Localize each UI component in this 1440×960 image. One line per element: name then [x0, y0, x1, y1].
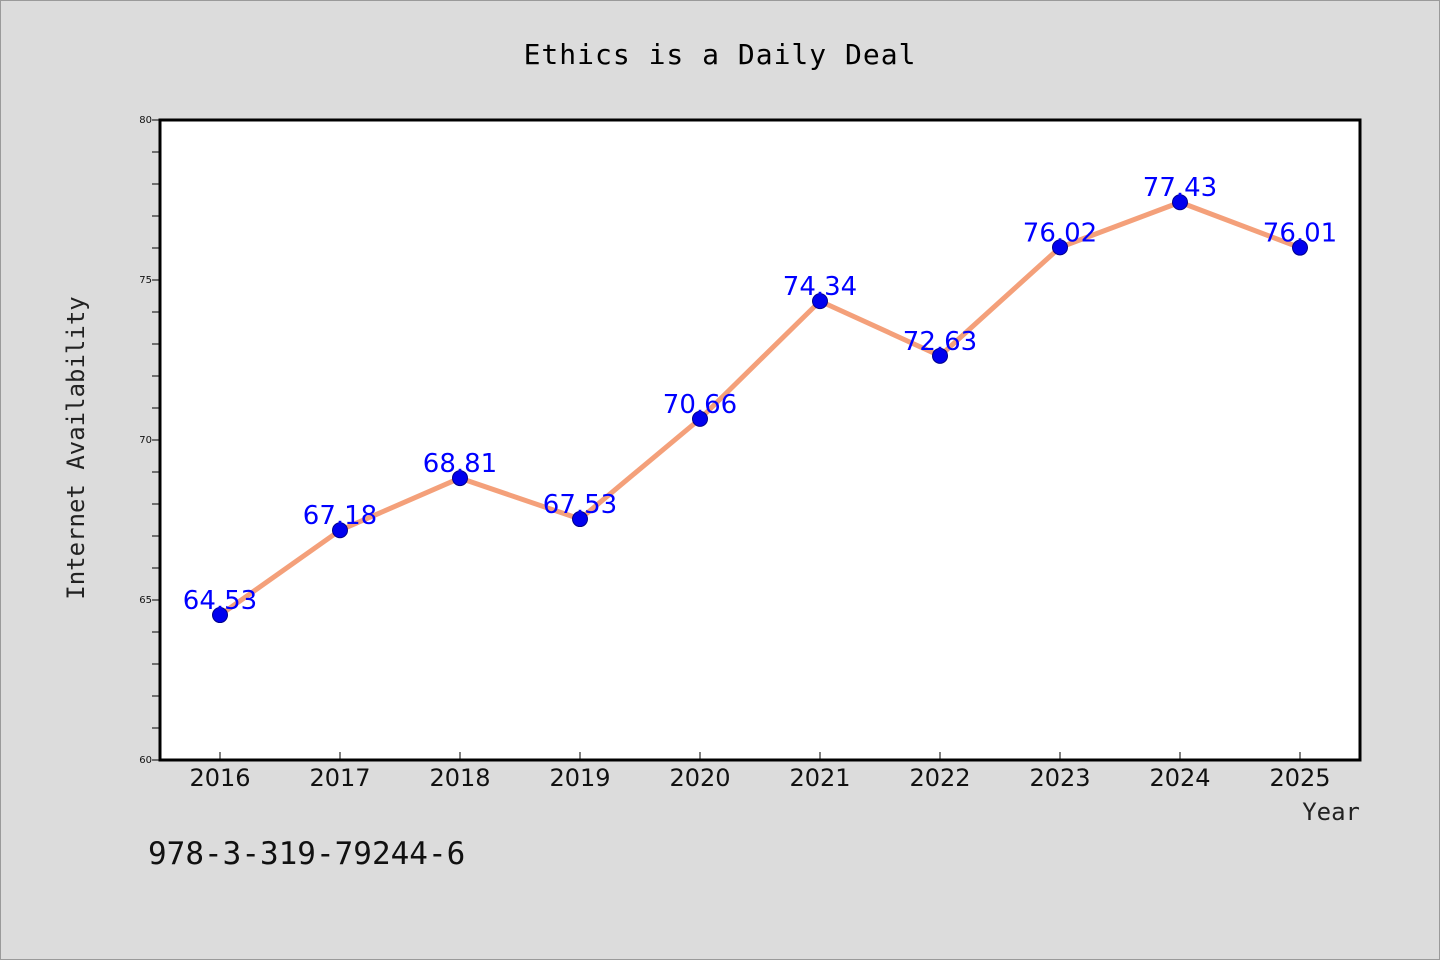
y-tick-label: 70	[139, 435, 152, 446]
x-tick-label: 2016	[189, 764, 250, 792]
data-label: 64.53	[183, 586, 257, 616]
y-tick-label: 65	[139, 595, 152, 606]
x-tick-label: 2020	[669, 764, 730, 792]
data-label: 68.81	[423, 449, 497, 479]
data-label: 70.66	[663, 390, 737, 420]
data-label: 67.53	[543, 490, 617, 520]
data-label: 74.34	[783, 272, 857, 302]
data-point	[212, 607, 228, 624]
series-line	[218, 199, 1301, 618]
data-point	[1292, 239, 1308, 256]
y-tick-label: 75	[139, 275, 152, 286]
x-tick-label: 2023	[1029, 764, 1090, 792]
y-tick-label: 80	[139, 115, 152, 126]
data-point	[452, 470, 468, 487]
plot-area	[158, 118, 1362, 762]
y-axis: 60 65 70 75 80	[139, 115, 160, 766]
x-axis: 2016 2017 2018 2019 2020 2021 2022 2023 2024 2025	[189, 752, 1331, 792]
data-label: 72.63	[903, 327, 977, 357]
x-tick-label: 2025	[1269, 764, 1330, 792]
data-point	[692, 410, 708, 427]
data-labels: 64.53 67.18 68.81 67.53 70.66 74.34 72.63 76.02…	[183, 173, 1337, 616]
data-point	[1172, 194, 1188, 211]
data-label: 76.01	[1263, 219, 1337, 249]
x-tick-label: 2018	[429, 764, 490, 792]
data-label: 76.02	[1023, 218, 1097, 248]
data-point	[932, 347, 948, 364]
data-point	[812, 293, 828, 310]
x-tick-label: 2022	[909, 764, 970, 792]
x-tick-label: 2019	[549, 764, 610, 792]
data-point	[332, 522, 348, 539]
data-point	[572, 511, 588, 528]
isbn-code: 978-3-319-79244-6	[148, 836, 465, 872]
series-markers	[212, 194, 1308, 624]
y-tick-label: 60	[139, 755, 152, 766]
y-axis-label: Internet Availability	[62, 296, 90, 599]
chart-title: Ethics is a Daily Deal	[524, 38, 917, 71]
data-label: 77.43	[1143, 173, 1217, 203]
x-tick-label: 2024	[1149, 764, 1210, 792]
x-axis-label: Year	[1302, 798, 1360, 826]
data-point	[1052, 239, 1068, 256]
x-tick-label: 2017	[309, 764, 370, 792]
x-tick-label: 2021	[789, 764, 850, 792]
data-label: 67.18	[303, 501, 377, 531]
